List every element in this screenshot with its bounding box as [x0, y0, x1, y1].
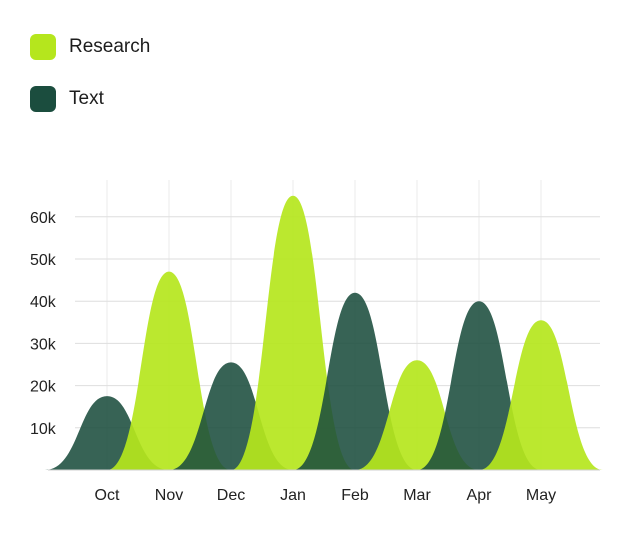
x-tick-label: May [526, 487, 556, 504]
legend-item-text[interactable]: Text [30, 85, 150, 113]
area-peak-research-may [479, 320, 603, 470]
y-tick-label: 10k [30, 421, 57, 438]
x-tick-label: Nov [155, 487, 183, 504]
y-tick-label: 50k [30, 252, 57, 269]
y-tick-label: 20k [30, 379, 57, 396]
legend-label-research: Research [69, 36, 151, 57]
y-tick-label: 40k [30, 294, 57, 311]
x-tick-label: Apr [467, 487, 493, 504]
y-tick-label: 60k [30, 210, 57, 227]
legend-swatch-research [30, 34, 56, 60]
x-tick-label: Mar [403, 487, 431, 504]
y-tick-label: 30k [30, 336, 57, 353]
x-tick-label: Dec [217, 487, 245, 504]
legend-label-text: Text [69, 88, 104, 109]
legend-swatch-text [30, 86, 56, 112]
area-peak-research-nov [107, 271, 231, 470]
x-tick-label: Feb [341, 487, 369, 504]
x-tick-label: Jan [280, 487, 306, 504]
legend-item-research[interactable]: Research [30, 33, 150, 61]
x-tick-label: Oct [95, 487, 120, 504]
legend: Research Text [30, 33, 150, 137]
